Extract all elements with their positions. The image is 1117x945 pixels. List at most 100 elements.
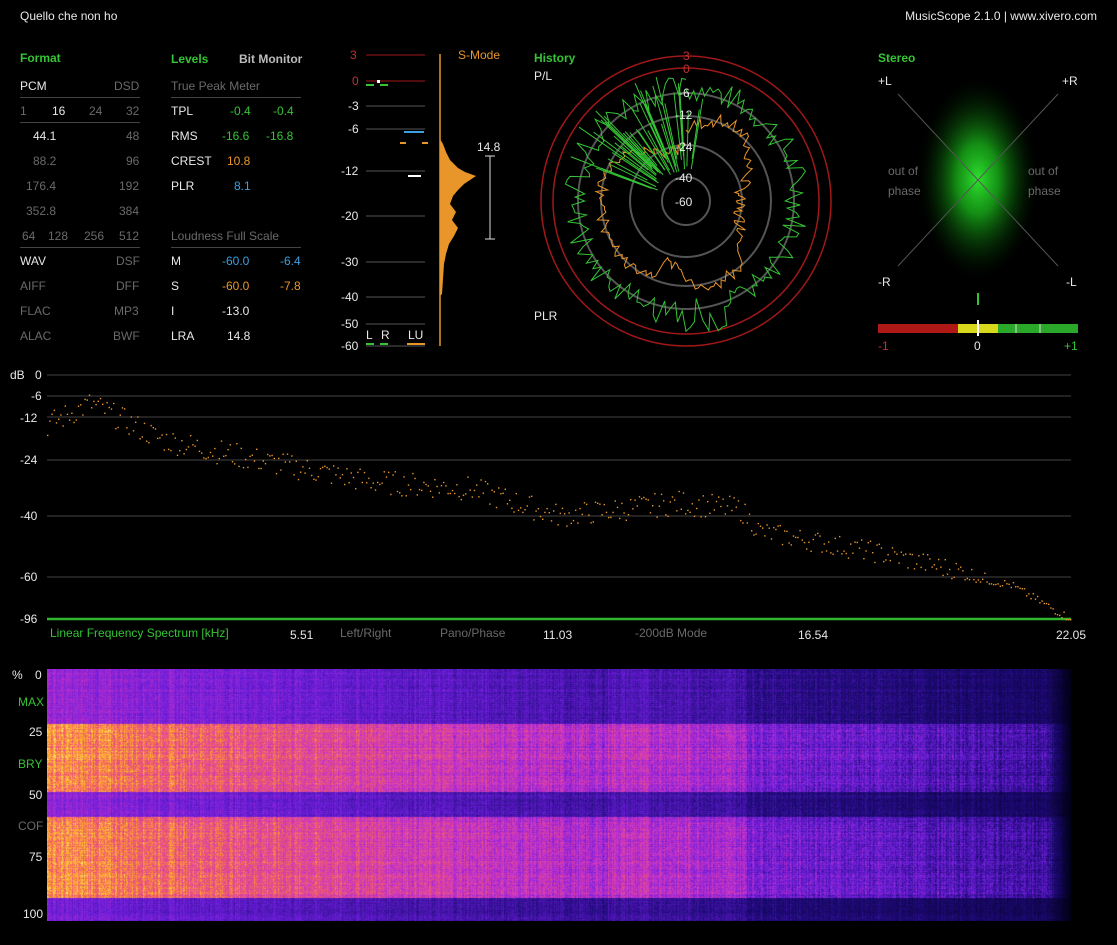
- spectrum-point: [264, 463, 267, 465]
- spectrum-point: [280, 469, 282, 471]
- spectrum-point: [245, 458, 247, 461]
- spectrum-point: [132, 430, 135, 432]
- spectrum-point: [295, 460, 297, 462]
- spectrum-point: [880, 547, 883, 549]
- spectrum-point: [597, 502, 599, 504]
- spectrum-point: [652, 505, 654, 507]
- spectrum-point: [898, 562, 900, 564]
- spectrum-point: [306, 460, 308, 462]
- spectrum-point: [845, 552, 847, 555]
- left-right-button[interactable]: Left/Right: [340, 626, 392, 640]
- spectrum-point: [370, 487, 372, 489]
- spectrum-point: [269, 455, 271, 457]
- spectrum-point: [680, 508, 682, 510]
- spectrum-point: [594, 501, 597, 503]
- spectrum-point: [201, 452, 203, 454]
- spectrum-point: [786, 530, 788, 533]
- bit-monitor-button[interactable]: Bit Monitor: [239, 52, 303, 66]
- file-dff: DFF: [116, 279, 140, 293]
- spectrum-point: [300, 471, 302, 473]
- spectrum-point: [550, 520, 553, 522]
- rms-label: RMS: [171, 129, 198, 143]
- spectrum-point: [313, 478, 315, 480]
- spectrum-point: [289, 461, 291, 463]
- spectrum-caption[interactable]: Linear Frequency Spectrum [kHz]: [50, 626, 229, 640]
- spectrum-point: [390, 493, 392, 496]
- spectrum-point: [861, 539, 863, 541]
- history-panel: History P/L PLR 3 0 -6 -12 -24 -40 -60: [530, 44, 850, 354]
- spectrum-point: [797, 536, 799, 539]
- bit-32: 32: [126, 104, 140, 118]
- spectrum-point: [971, 568, 973, 571]
- spectrum-point: [621, 502, 623, 505]
- spectrum-point: [1041, 600, 1043, 602]
- spectrum-point: [764, 535, 766, 537]
- spectrum-point: [614, 500, 616, 502]
- spectrum-point: [258, 467, 260, 470]
- spectrum-point: [416, 494, 418, 496]
- spectrum-point: [548, 512, 550, 514]
- spectrum-point: [1010, 586, 1012, 589]
- spectrum-point: [955, 562, 957, 565]
- spectrum-point: [949, 568, 951, 571]
- spectrum-point: [115, 428, 117, 430]
- spectrum-point: [731, 509, 733, 512]
- spectrum-point: [977, 579, 979, 581]
- spectrum-point: [154, 428, 157, 430]
- spectrum-point: [872, 552, 874, 554]
- spectrum-point: [979, 581, 982, 583]
- file-dsf: DSF: [116, 254, 140, 268]
- spectrum-point: [883, 560, 885, 563]
- spectrum-point: [581, 513, 583, 516]
- spectrum-point: [605, 511, 608, 514]
- spectrum-point: [537, 508, 539, 510]
- pano-phase-button[interactable]: Pano/Phase: [440, 626, 506, 640]
- spectrum-point: [509, 499, 511, 501]
- spectrum-point: [962, 570, 964, 572]
- spectrum-point: [874, 561, 876, 564]
- spectrum-point: [51, 413, 53, 415]
- spectrum-point: [843, 550, 845, 552]
- channel-r: R: [381, 328, 390, 342]
- spectrum-point: [698, 499, 700, 501]
- spectrum-point: [854, 541, 856, 543]
- spectrum-point: [344, 483, 346, 486]
- spectrum-point: [808, 541, 810, 543]
- db-mode-button[interactable]: -200dB Mode: [635, 626, 708, 640]
- spectrum-point: [632, 508, 634, 510]
- app-title[interactable]: MusicScope 2.1.0 | www.xivero.com: [905, 9, 1097, 23]
- spectrum-point: [625, 519, 627, 521]
- history-plr-label: PLR: [534, 309, 558, 323]
- spectrum-point: [682, 492, 685, 494]
- meter-tick-m60: -60: [341, 339, 359, 353]
- spectrum-point: [49, 420, 51, 422]
- spectrum-point: [500, 493, 502, 495]
- spectrum-point: [902, 554, 905, 556]
- spectrum-point: [396, 490, 399, 493]
- spectrum-point: [223, 455, 225, 457]
- s-mode-button[interactable]: S-Mode: [458, 48, 501, 62]
- spectrum-point: [172, 433, 174, 435]
- spectrum-point: [753, 534, 755, 536]
- bit-24: 24: [89, 104, 103, 118]
- spectrum-point: [392, 474, 394, 476]
- spectrum-point: [570, 522, 572, 525]
- spectrum-point: [718, 496, 720, 498]
- spectrum-point: [412, 472, 414, 475]
- spectrum-point: [460, 498, 462, 501]
- spectrum-point: [359, 468, 361, 470]
- spectrum-point: [1050, 607, 1052, 609]
- spectrum-point: [964, 579, 966, 581]
- meter-tick-m3: -3: [348, 99, 359, 113]
- spectrum-point: [755, 533, 757, 535]
- channel-lu: LU: [408, 328, 424, 342]
- spectrum-point: [557, 524, 559, 526]
- spectrum-point: [940, 566, 942, 568]
- spectrum-point: [304, 472, 306, 474]
- spectrum-point: [852, 552, 854, 554]
- spectrum-point: [326, 466, 328, 469]
- spectrum-point: [676, 510, 678, 512]
- spectrum-point: [1006, 583, 1008, 585]
- spectrum-point: [526, 505, 528, 507]
- spectrum-point: [99, 397, 102, 400]
